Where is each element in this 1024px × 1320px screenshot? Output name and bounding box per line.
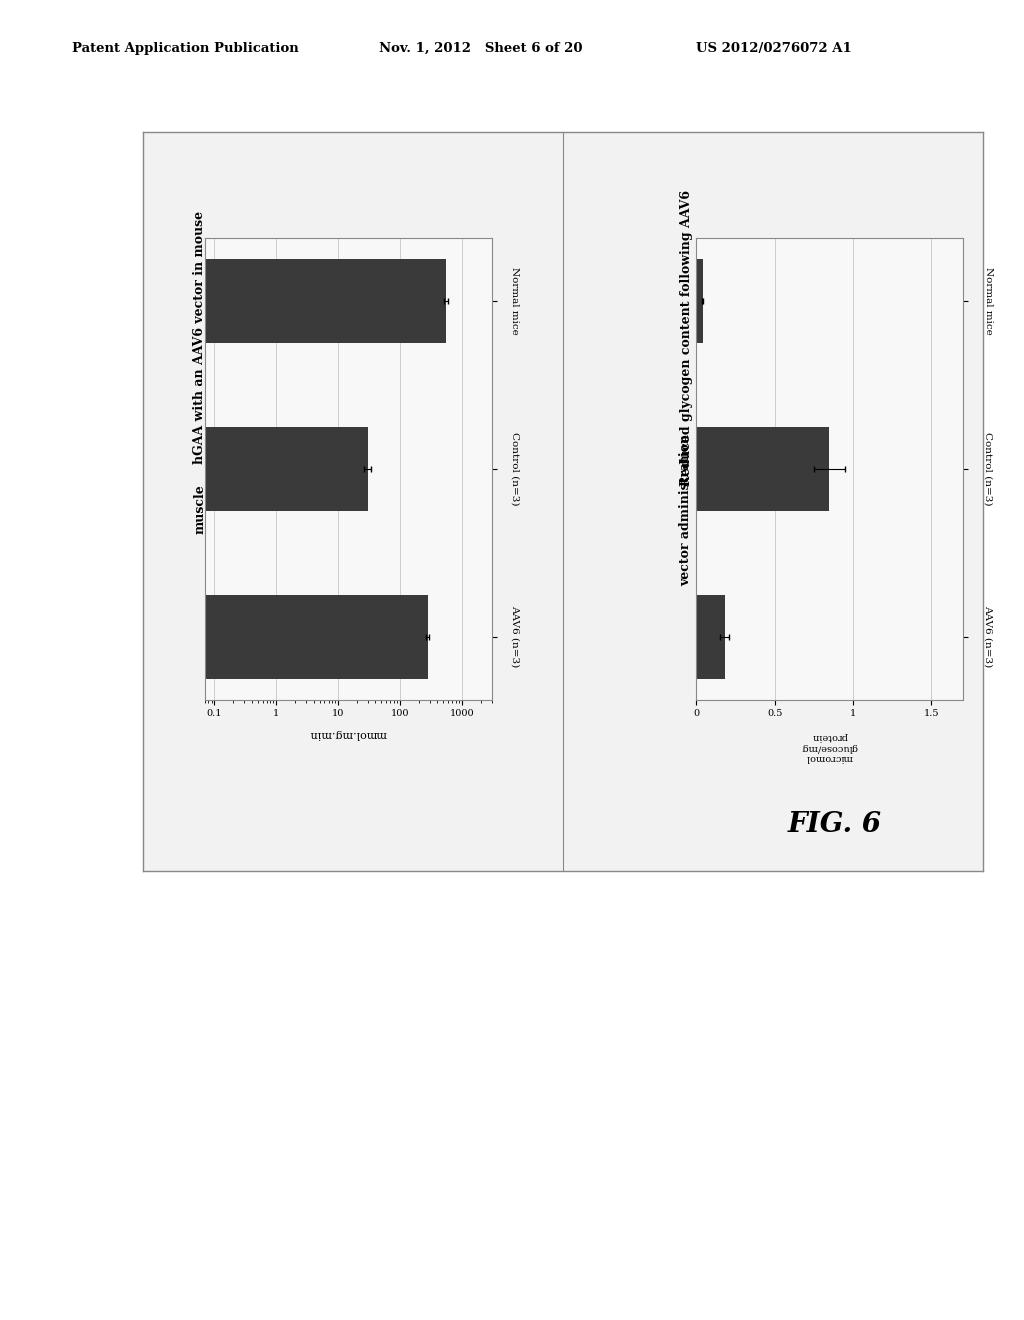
Text: FIG. 6: FIG. 6 (787, 812, 882, 838)
Text: Reduced glycogen content following AAV6: Reduced glycogen content following AAV6 (680, 190, 692, 486)
Text: US 2012/0276072 A1: US 2012/0276072 A1 (696, 42, 852, 55)
Text: AAV6 (n=3): AAV6 (n=3) (984, 606, 993, 668)
Text: vector administration: vector administration (680, 433, 692, 586)
Text: muscle: muscle (194, 484, 206, 535)
Text: Control (n=3): Control (n=3) (510, 432, 519, 506)
X-axis label: micromol
glucose/mg
protein: micromol glucose/mg protein (801, 733, 858, 762)
Text: Nov. 1, 2012   Sheet 6 of 20: Nov. 1, 2012 Sheet 6 of 20 (379, 42, 583, 55)
Bar (696, 594, 725, 678)
Text: Normal mice: Normal mice (984, 267, 993, 334)
X-axis label: mmol.mg.min: mmol.mg.min (309, 730, 387, 739)
Text: hGAA with an AAV6 vector in mouse: hGAA with an AAV6 vector in mouse (194, 211, 206, 465)
Text: Control (n=3): Control (n=3) (984, 432, 993, 506)
Bar (696, 259, 702, 343)
Text: Normal mice: Normal mice (510, 267, 519, 334)
Text: AAV6 (n=3): AAV6 (n=3) (510, 606, 519, 668)
Bar (0, 259, 445, 343)
Text: Patent Application Publication: Patent Application Publication (72, 42, 298, 55)
Bar (0, 594, 428, 678)
Bar (0, 426, 368, 511)
Bar (696, 426, 829, 511)
